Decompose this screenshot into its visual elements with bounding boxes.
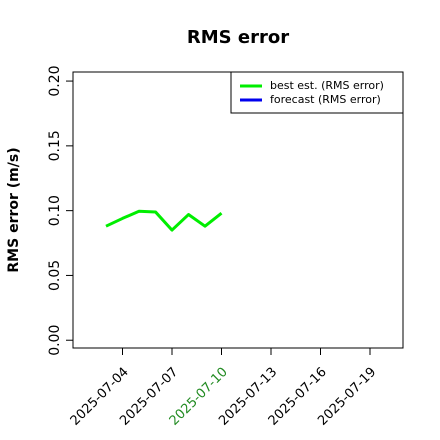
y-axis-label: RMS error (m/s) <box>6 147 22 272</box>
legend-box <box>230 71 404 114</box>
y-tick-label: 0.05 <box>47 260 63 291</box>
legend-label: best est. (RMS error) <box>270 79 384 92</box>
legend-label: forecast (RMS error) <box>270 93 381 106</box>
chart-title: RMS error <box>187 27 289 48</box>
y-tick-label: 0.10 <box>47 195 63 226</box>
y-tick-label: 0.15 <box>47 130 63 161</box>
y-tick-label: 0.20 <box>47 65 63 96</box>
line-series <box>105 209 223 232</box>
y-tick-label: 0.00 <box>47 325 63 356</box>
